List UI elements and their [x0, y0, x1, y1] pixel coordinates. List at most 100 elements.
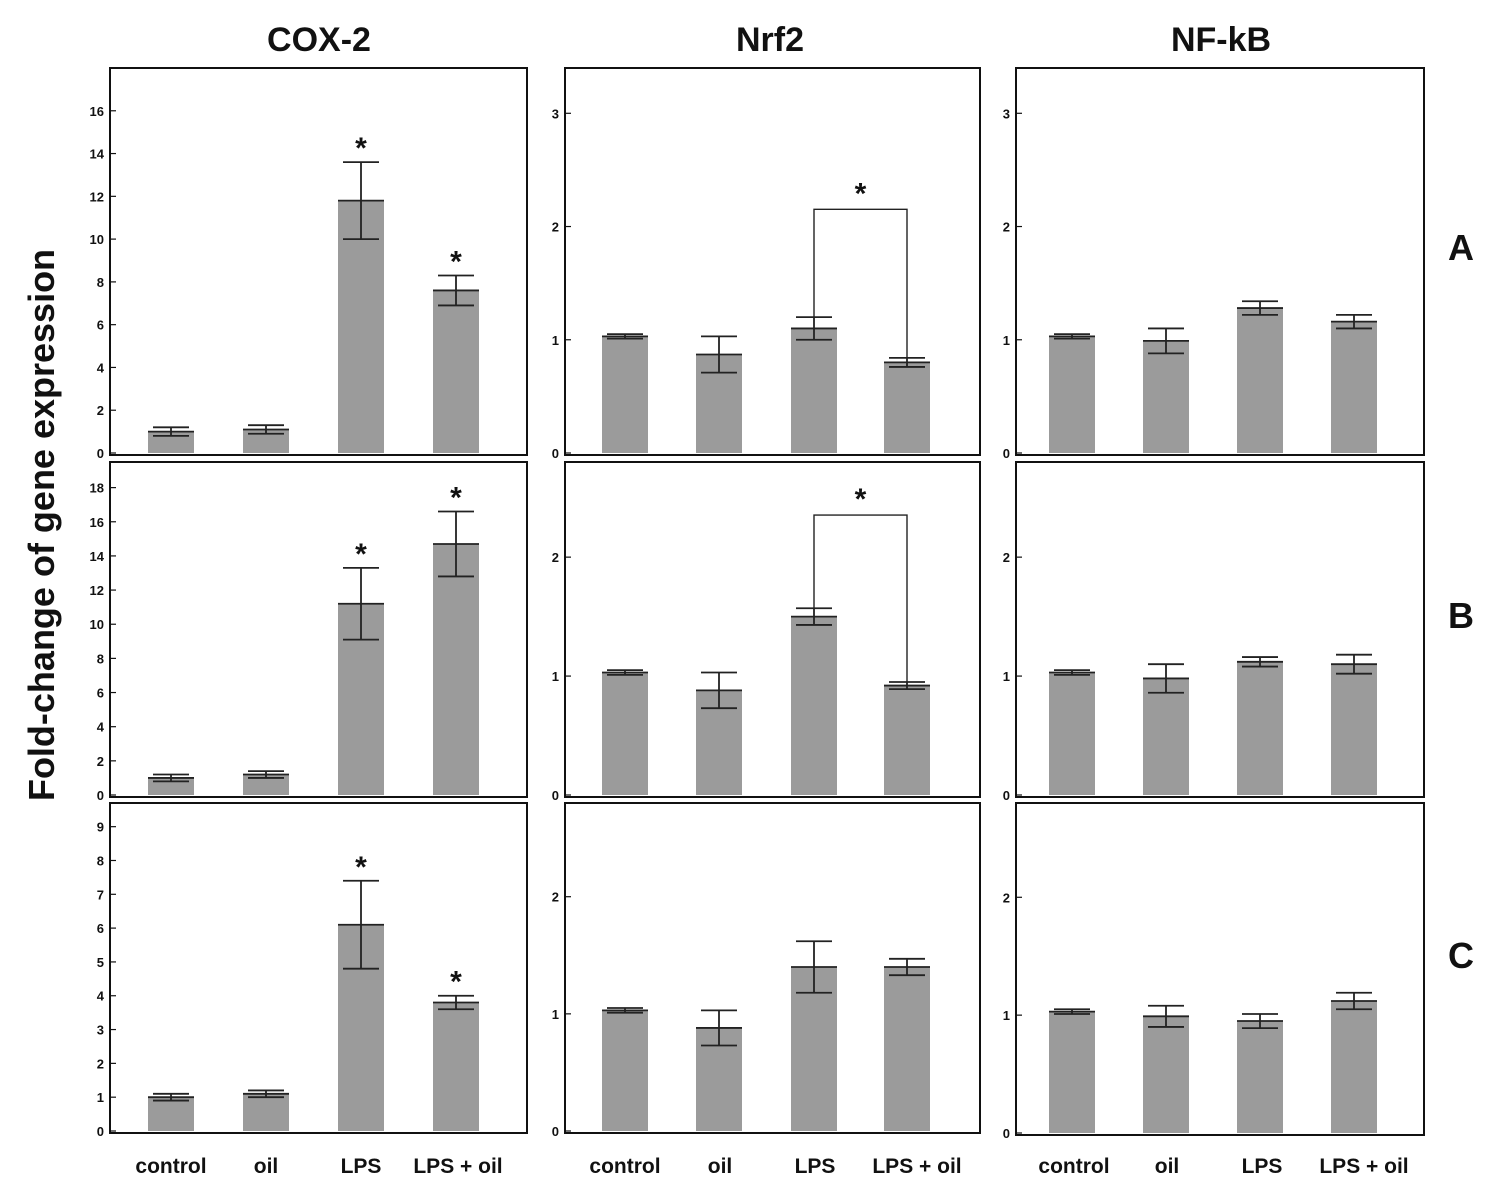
- y-tick-label: 2: [552, 890, 559, 905]
- y-tick-label: 6: [97, 686, 104, 701]
- category-label-control: control: [589, 1155, 660, 1178]
- bar-control: [1049, 672, 1095, 795]
- y-tick-label: 6: [97, 921, 104, 936]
- category-label-lps-oil: LPS + oil: [413, 1155, 502, 1178]
- y-tick-label: 0: [97, 446, 104, 461]
- y-tick-label: 1: [552, 669, 559, 684]
- y-tick-label: 5: [97, 955, 104, 970]
- significance-star: *: [855, 177, 867, 210]
- panel-a-cox2: 0 2 4 6 8 10 12 14 16 * *: [90, 67, 528, 461]
- significance-bracket: [813, 208, 908, 358]
- error-bar: [884, 957, 930, 977]
- y-tick-label: 18: [90, 481, 104, 496]
- bar-lps: [791, 328, 837, 453]
- x-category-labels-cox2: control oil LPS LPS + oil: [135, 1155, 502, 1178]
- panel-frame: [564, 802, 981, 1134]
- bar-control: [602, 1010, 648, 1131]
- significance-star: *: [450, 482, 462, 515]
- y-tick-label: 4: [97, 360, 105, 375]
- category-label-oil: oil: [708, 1155, 733, 1178]
- error-bar: [338, 161, 384, 241]
- column-title-nrf2: Nrf2: [736, 21, 804, 59]
- error-bar: [433, 510, 479, 578]
- y-tick-label: 7: [97, 887, 104, 902]
- y-tick-label: 1: [1003, 1008, 1010, 1023]
- row-label-b: B: [1448, 595, 1474, 636]
- significance-star: *: [355, 538, 367, 571]
- panel-frame: [1015, 802, 1425, 1136]
- error-bar: [1331, 991, 1377, 1011]
- error-bar: [338, 566, 384, 641]
- significance-star: *: [355, 851, 367, 884]
- panel-frame: [109, 802, 528, 1134]
- bar-control: [148, 1097, 194, 1131]
- bar-control: [602, 336, 648, 453]
- bar-oil: [1143, 340, 1189, 453]
- panel-b-nrf2: 0 1 2 *: [552, 461, 981, 803]
- significance-star: *: [450, 245, 462, 278]
- error-bar: [1049, 669, 1095, 676]
- error-bar: [696, 335, 742, 374]
- y-tick-label: 0: [1003, 446, 1010, 461]
- error-bar: [148, 1092, 194, 1102]
- bar-lps-oil: [433, 543, 479, 795]
- panel-frame: [1015, 67, 1425, 456]
- y-tick-label: 6: [97, 318, 104, 333]
- bar-lps: [1237, 308, 1283, 453]
- error-bar: [602, 333, 648, 340]
- error-bar: [1143, 327, 1189, 355]
- bar-control: [1049, 336, 1095, 453]
- error-bar: [148, 426, 194, 437]
- bar-lps-oil: [1331, 1001, 1377, 1133]
- y-tick-label: 1: [97, 1090, 104, 1105]
- category-label-lps-oil: LPS + oil: [1319, 1155, 1408, 1178]
- bar-control: [148, 431, 194, 453]
- y-tick-label: 3: [552, 106, 559, 121]
- category-label-control: control: [1038, 1155, 1109, 1178]
- y-tick-label: 3: [1003, 106, 1010, 121]
- panel-b-cox2: 0 2 4 6 8 10 12 14 16 18 * *: [90, 461, 528, 803]
- category-label-lps: LPS: [341, 1155, 382, 1178]
- error-bar: [1331, 653, 1377, 675]
- bar-control: [1049, 1011, 1095, 1133]
- error-bar: [602, 1007, 648, 1014]
- y-tick-label: 1: [1003, 333, 1010, 348]
- y-tick-label: 0: [1003, 788, 1010, 803]
- y-tick-label: 0: [552, 788, 559, 803]
- y-tick-label: 2: [97, 754, 104, 769]
- y-tick-label: 0: [97, 1124, 104, 1139]
- panel-frame: [564, 461, 981, 798]
- error-bar: [1237, 656, 1283, 668]
- y-tick-label: 10: [90, 617, 104, 632]
- bar-lps: [1237, 661, 1283, 795]
- bar-oil: [243, 1093, 289, 1131]
- y-tick-label: 9: [97, 820, 104, 835]
- column-title-nfkb: NF-kB: [1171, 21, 1271, 59]
- y-tick-label: 2: [552, 550, 559, 565]
- column-title-cox2: COX-2: [267, 21, 371, 59]
- panel-a-nrf2: 0 1 2 3 *: [552, 67, 981, 461]
- panel-frame: [1015, 461, 1425, 798]
- significance-star: *: [855, 483, 867, 516]
- error-bar: [1049, 1008, 1095, 1015]
- y-tick-label: 14: [90, 147, 105, 162]
- y-tick-label: 12: [90, 189, 104, 204]
- significance-star: *: [450, 966, 462, 999]
- bar-control: [602, 672, 648, 795]
- panel-frame: [109, 67, 528, 456]
- panel-grid: 0246810121416**0123*0123024681012141618*…: [90, 67, 1425, 1141]
- y-tick-label: 4: [97, 720, 105, 735]
- y-tick-label: 2: [97, 1056, 104, 1071]
- panel-c-nrf2: 0 1 2: [552, 802, 981, 1139]
- error-bar: [1331, 313, 1377, 330]
- row-label-a: A: [1448, 227, 1474, 268]
- y-tick-label: 4: [97, 989, 105, 1004]
- y-tick-label: 2: [552, 220, 559, 235]
- category-label-lps: LPS: [1242, 1155, 1283, 1178]
- y-tick-label: 16: [90, 104, 104, 119]
- row-label-c: C: [1448, 935, 1474, 976]
- significance-star: *: [355, 132, 367, 165]
- error-bar: [791, 940, 837, 994]
- error-bar: [1143, 663, 1189, 694]
- panel-a-nfkb: 0 1 2 3: [1003, 67, 1425, 461]
